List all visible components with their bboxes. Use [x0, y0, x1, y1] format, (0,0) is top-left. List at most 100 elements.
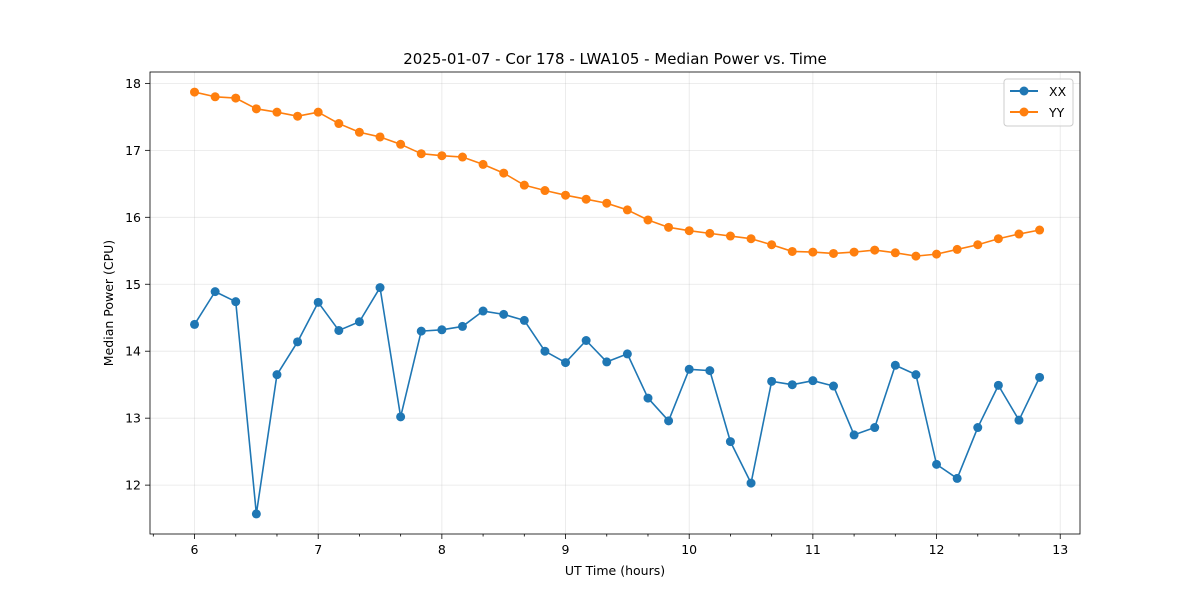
- data-point-xx: [746, 478, 756, 488]
- data-point-xx: [643, 393, 653, 403]
- x-tick-label: 10: [681, 542, 697, 557]
- data-point-xx: [354, 317, 364, 327]
- data-point-yy: [993, 234, 1003, 244]
- data-point-xx: [540, 346, 550, 356]
- data-point-xx: [437, 325, 447, 335]
- x-axis-label: UT Time (hours): [565, 563, 665, 578]
- data-point-yy: [973, 240, 983, 250]
- data-point-yy: [396, 139, 406, 149]
- x-tick-label: 9: [562, 542, 570, 557]
- data-point-xx: [787, 380, 797, 390]
- data-point-yy: [870, 245, 880, 255]
- data-point-yy: [375, 132, 385, 142]
- data-point-xx: [313, 297, 323, 307]
- y-tick-label: 13: [125, 411, 141, 426]
- data-point-xx: [808, 376, 818, 386]
- y-tick-label: 14: [125, 344, 141, 359]
- legend: XX YY: [1003, 78, 1074, 127]
- data-point-xx: [416, 326, 426, 336]
- data-point-yy: [952, 244, 962, 254]
- data-point-yy: [622, 205, 632, 215]
- data-point-yy: [705, 228, 715, 238]
- series-layer: [190, 87, 1045, 519]
- data-point-yy: [293, 111, 303, 121]
- data-point-xx: [581, 336, 591, 345]
- data-point-xx: [519, 315, 529, 325]
- data-point-xx: [890, 360, 900, 370]
- data-point-xx: [993, 380, 1003, 390]
- data-point-yy: [1014, 229, 1024, 239]
- y-tick-label: 15: [125, 277, 141, 292]
- chart-title: 2025-01-07 - Cor 178 - LWA105 - Median P…: [403, 50, 827, 68]
- data-point-yy: [890, 248, 900, 258]
- data-point-yy: [540, 186, 550, 196]
- data-point-xx: [828, 381, 838, 391]
- data-point-xx: [952, 473, 962, 483]
- data-point-xx: [478, 306, 488, 316]
- data-point-yy: [808, 247, 818, 257]
- data-point-xx: [375, 283, 385, 293]
- data-point-yy: [272, 107, 282, 117]
- ticks: 6 7 8 9 10 11 12 13 12 13 14 15 16 17 18: [125, 76, 1068, 557]
- data-point-yy: [313, 107, 323, 117]
- plot-frame: [149, 71, 1081, 535]
- data-point-yy: [231, 93, 241, 103]
- data-point-yy: [767, 240, 777, 250]
- y-axis-label: Median Power (CPU): [101, 240, 116, 366]
- data-point-yy: [334, 119, 344, 129]
- data-point-yy: [1035, 225, 1045, 235]
- data-point-xx: [932, 459, 942, 469]
- data-point-xx: [190, 319, 200, 329]
- data-point-xx: [684, 364, 694, 374]
- legend-label-yy: YY: [1048, 105, 1065, 120]
- data-point-xx: [334, 325, 344, 335]
- data-point-xx: [251, 509, 261, 519]
- data-point-yy: [932, 249, 942, 259]
- data-point-xx: [396, 412, 406, 422]
- data-point-yy: [643, 215, 653, 225]
- data-point-yy: [210, 92, 220, 102]
- data-point-yy: [787, 246, 797, 256]
- series-yy: [190, 87, 1045, 261]
- data-point-xx: [272, 370, 282, 380]
- y-tick-label: 16: [125, 210, 141, 225]
- data-point-yy: [354, 127, 364, 137]
- data-point-xx: [499, 309, 509, 319]
- data-point-yy: [725, 231, 735, 241]
- data-point-xx: [911, 370, 921, 380]
- data-point-yy: [519, 180, 529, 190]
- data-point-xx: [602, 357, 612, 367]
- data-point-yy: [746, 234, 756, 244]
- data-point-xx: [849, 430, 859, 440]
- x-tick-label: 12: [929, 542, 945, 557]
- data-point-yy: [499, 168, 509, 178]
- data-point-xx: [767, 376, 777, 386]
- data-point-yy: [437, 151, 447, 161]
- x-tick-label: 13: [1052, 542, 1068, 557]
- data-point-yy: [684, 226, 694, 236]
- x-tick-label: 11: [805, 542, 821, 557]
- grid: [150, 72, 1080, 534]
- data-point-yy: [664, 222, 674, 232]
- data-point-xx: [870, 423, 880, 433]
- data-point-yy: [911, 251, 921, 261]
- data-point-yy: [849, 247, 859, 257]
- data-point-yy: [457, 152, 467, 162]
- x-tick-label: 6: [191, 542, 199, 557]
- data-point-xx: [231, 297, 241, 307]
- y-tick-label: 12: [125, 478, 141, 493]
- data-point-yy: [478, 159, 488, 169]
- data-point-xx: [293, 337, 303, 347]
- y-tick-label: 17: [125, 143, 141, 158]
- legend-marker-xx: [1019, 86, 1029, 96]
- data-point-xx: [457, 321, 467, 331]
- data-point-xx: [725, 437, 735, 447]
- data-point-yy: [190, 87, 200, 97]
- legend-marker-yy: [1019, 107, 1029, 117]
- y-tick-label: 18: [125, 76, 141, 91]
- data-point-yy: [828, 248, 838, 258]
- data-point-xx: [973, 423, 983, 433]
- data-point-xx: [1035, 372, 1045, 382]
- legend-label-xx: XX: [1049, 84, 1067, 99]
